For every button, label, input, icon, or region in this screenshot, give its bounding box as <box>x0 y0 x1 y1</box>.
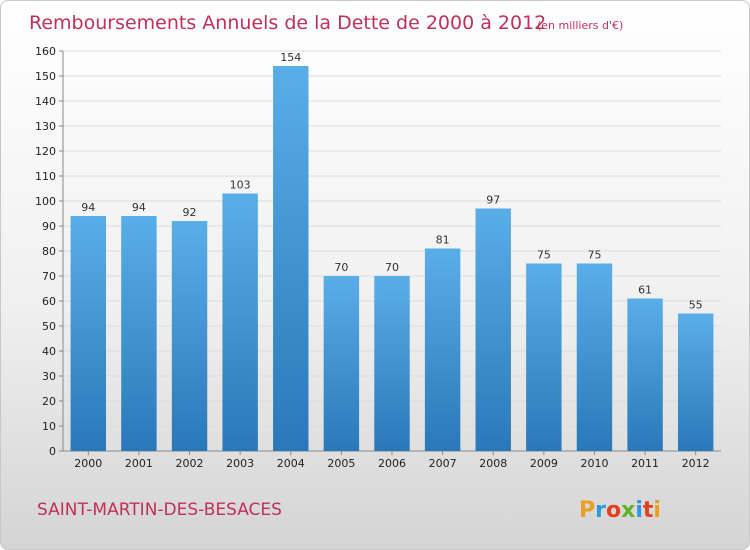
value-label-2009: 75 <box>537 249 551 262</box>
value-label-2007: 81 <box>436 234 450 247</box>
y-tick-label: 90 <box>42 220 56 233</box>
value-label-2002: 92 <box>183 206 197 219</box>
value-label-2011: 61 <box>638 284 652 297</box>
bar-2003 <box>222 193 258 451</box>
value-label-2012: 55 <box>689 299 703 312</box>
x-tick-label-2000: 2000 <box>74 457 102 470</box>
bar-2001 <box>121 216 157 451</box>
x-tick-label-2003: 2003 <box>226 457 254 470</box>
bar-2011 <box>627 298 663 451</box>
value-label-2010: 75 <box>587 249 601 262</box>
bar-2006 <box>374 276 410 451</box>
value-label-2004: 154 <box>280 51 301 64</box>
bars <box>70 66 714 451</box>
value-label-2003: 103 <box>230 179 251 192</box>
value-labels: 94 94 92 103 154 70 70 81 97 75 75 61 55 <box>81 51 702 312</box>
value-label-2001: 94 <box>132 201 146 214</box>
y-tick-label: 20 <box>42 395 56 408</box>
y-tick-label: 70 <box>42 270 56 283</box>
logo-letter: o <box>606 498 621 523</box>
y-tick-label: 10 <box>42 420 56 433</box>
y-tick-label: 110 <box>35 170 56 183</box>
y-tick-label: 0 <box>49 445 56 458</box>
logo-letter: i <box>653 498 661 523</box>
y-tick-label: 100 <box>35 195 56 208</box>
bar-2000 <box>70 216 107 451</box>
bar-2010 <box>576 263 613 451</box>
x-tick-label-2008: 2008 <box>479 457 507 470</box>
x-tick-label-2012: 2012 <box>682 457 710 470</box>
value-label-2000: 94 <box>81 201 95 214</box>
chart-subtitle: (en milliers d'€) <box>537 19 623 32</box>
y-tick-label: 160 <box>35 45 56 58</box>
x-tick-label-2006: 2006 <box>378 457 406 470</box>
proxiti-logo: Proxiti <box>579 498 661 523</box>
bar-2007 <box>424 248 461 451</box>
y-tick-label: 80 <box>42 245 56 258</box>
x-tick-label-2010: 2010 <box>580 457 608 470</box>
bar-2012 <box>677 313 714 451</box>
bar-2009 <box>526 263 562 451</box>
x-tick-label-2001: 2001 <box>125 457 153 470</box>
y-tick-label: 140 <box>35 95 56 108</box>
bar-2004 <box>273 66 309 451</box>
logo-letter: x <box>621 498 635 523</box>
y-tick-label: 50 <box>42 320 56 333</box>
logo-letter: t <box>643 498 654 523</box>
bar-2002 <box>171 221 208 451</box>
logo-letter: P <box>579 498 595 523</box>
chart-title: Remboursements Annuels de la Dette de 20… <box>29 12 546 34</box>
y-tick-label: 60 <box>42 295 56 308</box>
y-tick-label: 40 <box>42 345 56 358</box>
y-tick-label: 120 <box>35 145 56 158</box>
x-tick-label-2011: 2011 <box>631 457 659 470</box>
x-tick-label-2009: 2009 <box>530 457 558 470</box>
value-label-2008: 97 <box>486 194 500 207</box>
y-tick-label: 150 <box>35 70 56 83</box>
logo-letter: i <box>635 498 643 523</box>
commune-name: SAINT-MARTIN-DES-BESACES <box>37 500 282 520</box>
value-label-2006: 70 <box>385 261 399 274</box>
x-tick-label-2007: 2007 <box>429 457 457 470</box>
value-label-2005: 70 <box>334 261 348 274</box>
x-tick-label-2002: 2002 <box>176 457 204 470</box>
x-tick-label-2005: 2005 <box>327 457 355 470</box>
bar-2008 <box>475 208 511 451</box>
logo-letter: r <box>595 498 606 523</box>
axes: 0 10 20 30 40 50 60 70 80 90 100 110 120 130 140 150 160… <box>35 45 721 470</box>
x-tick-label-2004: 2004 <box>277 457 305 470</box>
y-tick-label: 130 <box>35 120 56 133</box>
bar-2005 <box>323 276 360 451</box>
y-tick-label: 30 <box>42 370 56 383</box>
